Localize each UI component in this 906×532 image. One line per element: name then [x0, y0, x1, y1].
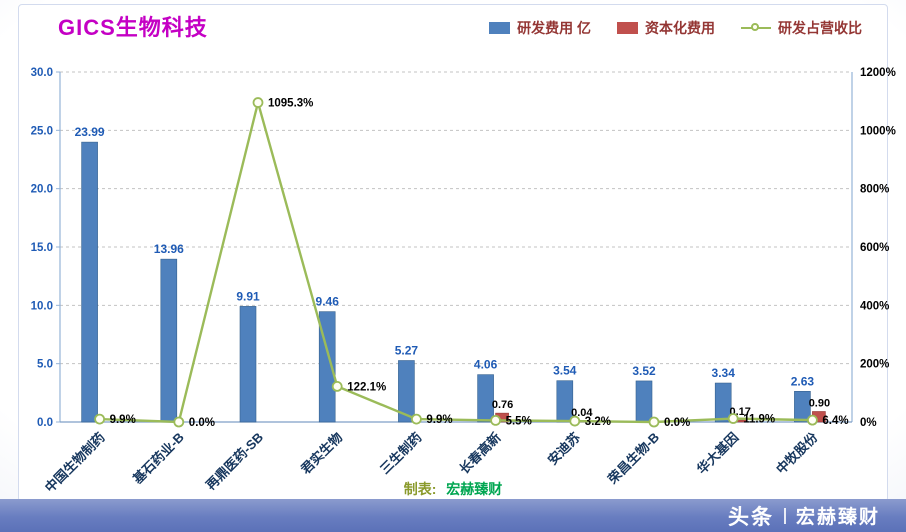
bar-value-label: 23.99	[75, 125, 105, 139]
right-axis-tick: 0%	[860, 417, 877, 429]
category-label: 三生制药	[377, 430, 424, 477]
bar-value-label: 13.96	[154, 242, 184, 256]
ratio-label: 6.4%	[822, 415, 848, 427]
watermark-band: 头条 宏赫臻财	[0, 499, 906, 532]
legend-item-ratio: 研发占营收比	[741, 18, 862, 38]
bar-rd-expense	[398, 360, 415, 423]
chart-title: GICS生物科技	[58, 15, 208, 40]
rd-expense-swatch-icon	[489, 22, 511, 34]
legend-item-rd-expense: 研发费用 亿	[489, 18, 591, 38]
category-label: 华大基因	[694, 430, 741, 477]
ratio-label: 0.0%	[189, 417, 215, 429]
capitalized-swatch-icon	[617, 22, 638, 34]
bar-value-label: 3.54	[553, 364, 577, 378]
cap-value-label: 0.76	[492, 399, 513, 411]
legend: 研发费用 亿 资本化费用 研发占营收比	[489, 18, 862, 38]
bar-rd-expense	[160, 258, 178, 423]
watermark-divider	[783, 507, 786, 524]
bar-rd-expense	[81, 141, 98, 423]
right-axis-tick: 800%	[860, 184, 889, 196]
right-axis-tick: 200%	[860, 359, 889, 371]
left-axis-tick: 10.0	[31, 300, 53, 312]
ratio-marker	[727, 413, 739, 424]
ratio-line-swatch-icon	[741, 22, 771, 34]
left-axis-tick: 5.0	[37, 359, 53, 371]
left-axis-tick: 0.0	[37, 417, 53, 429]
ratio-label: 9.9%	[426, 414, 452, 426]
ratio-marker	[94, 413, 105, 425]
bar-value-label: 5.27	[395, 344, 419, 358]
bar-rd-expense	[635, 380, 653, 423]
bar-rd-expense	[714, 382, 732, 423]
combo-chart-plot: 0.0 5.0 10.0 15.0 20.0 25.0 30.0 0% 200% 400% 600%…	[31, 67, 896, 495]
bar-rd-expense	[239, 306, 257, 423]
bar-value-label: 3.52	[632, 364, 656, 378]
category-label: 君实生物	[298, 430, 345, 477]
category-label: 安迪苏	[545, 430, 583, 468]
chart-credit: 制表: 宏赫臻财	[0, 479, 906, 499]
category-label: 长春高新	[456, 430, 503, 477]
right-axis-tick: 400%	[860, 300, 889, 312]
cap-value-label: 0.90	[809, 398, 830, 410]
ratio-marker	[410, 413, 422, 425]
ratio-label: 1095.3%	[268, 98, 313, 110]
right-axis-tick: 1200%	[860, 67, 896, 79]
ratio-marker	[648, 416, 660, 428]
bar-value-label: 4.06	[474, 358, 498, 372]
ratio-label: 11.9%	[743, 414, 775, 426]
ratio-line	[99, 97, 813, 424]
watermark-platform: 头条	[727, 505, 774, 529]
ratio-label: 5.5%	[506, 415, 532, 427]
left-axis-tick: 15.0	[31, 242, 53, 254]
bar-rd-expense	[794, 391, 811, 423]
left-axis-tick: 25.0	[31, 125, 53, 137]
bar-value-label: 3.34	[712, 366, 736, 380]
legend-label: 资本化费用	[645, 20, 715, 36]
credit-brand: 宏赫臻财	[446, 481, 503, 497]
left-axis-tick: 30.0	[31, 67, 53, 79]
ratio-marker	[490, 414, 502, 426]
ratio-marker	[807, 414, 818, 426]
ratio-label: 0.0%	[664, 417, 690, 429]
legend-label: 研发费用 亿	[517, 20, 591, 36]
bar-value-label: 2.63	[791, 374, 815, 388]
ratio-label: 122.1%	[347, 381, 386, 393]
bar-rd-expense	[477, 374, 494, 423]
bar-value-label: 9.46	[316, 295, 340, 309]
watermark-brand: 宏赫臻财	[795, 507, 880, 528]
category-label: 中牧股份	[773, 429, 821, 477]
ratio-marker	[173, 416, 185, 428]
ratio-label: 9.9%	[110, 414, 136, 426]
ratio-dot-mark	[751, 23, 759, 31]
ratio-marker	[569, 415, 581, 427]
credit-label: 制表:	[403, 481, 437, 497]
left-axis-tick: 20.0	[31, 184, 53, 196]
right-axis-tick: 600%	[860, 242, 889, 254]
ratio-marker	[331, 380, 343, 392]
bar-value-label: 9.91	[236, 289, 260, 303]
legend-item-capitalized: 资本化费用	[617, 18, 715, 38]
right-axis-tick: 1000%	[860, 125, 896, 137]
legend-label: 研发占营收比	[778, 20, 862, 36]
ratio-label: 3.2%	[585, 416, 611, 428]
ratio-marker	[252, 97, 264, 108]
